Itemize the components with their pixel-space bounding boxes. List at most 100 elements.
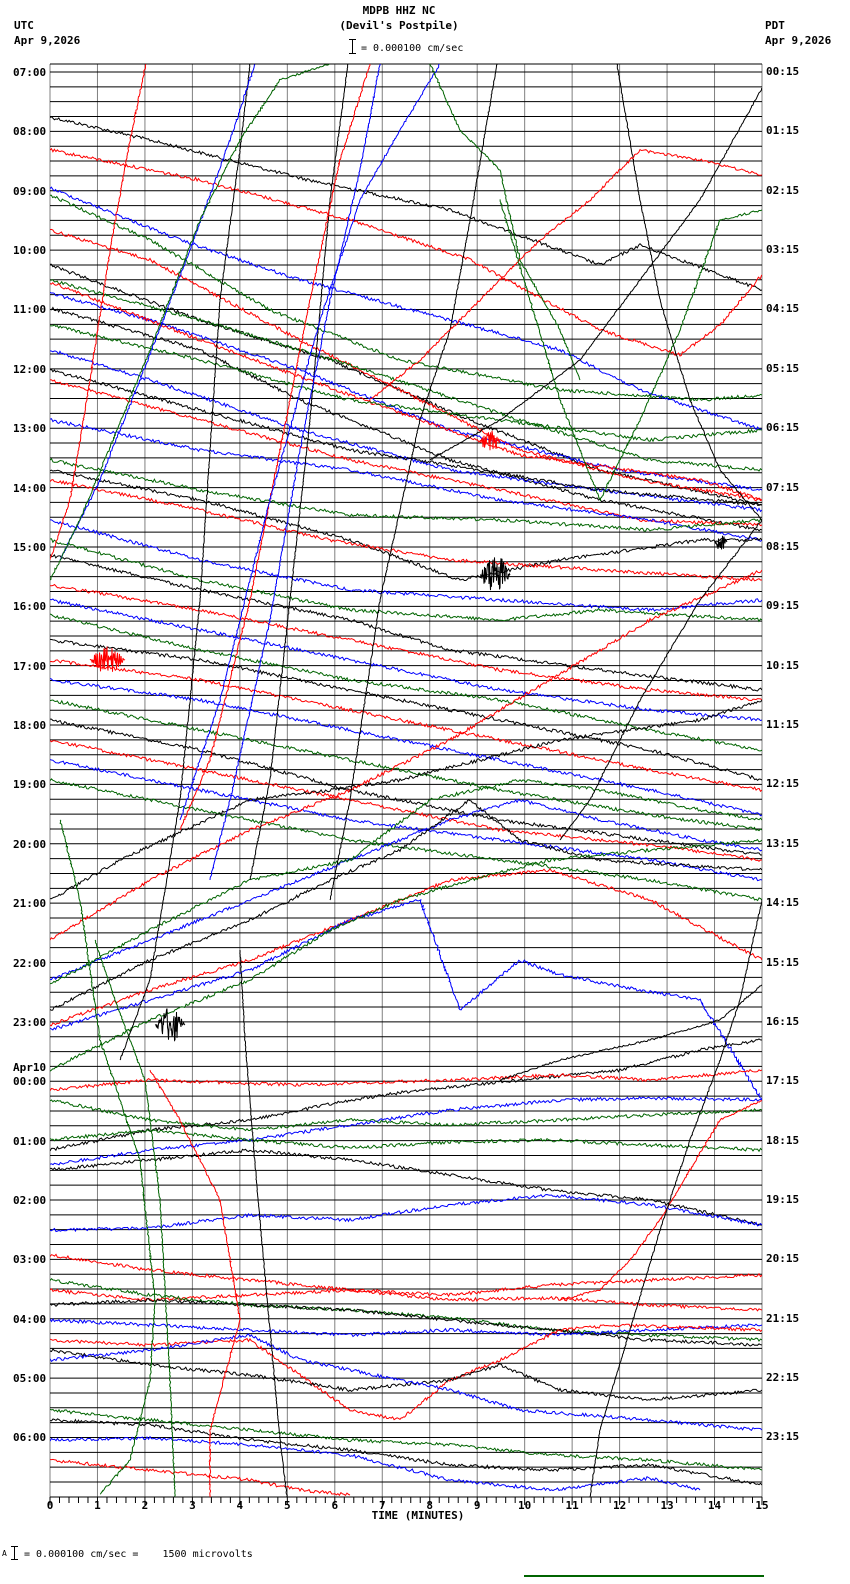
right-date: Apr 9,2026 bbox=[765, 34, 832, 47]
seismic-trace bbox=[50, 1277, 762, 1342]
x-tick-label: 8 bbox=[426, 1499, 434, 1512]
seismic-trace bbox=[59, 819, 156, 1495]
x-tick-label: 14 bbox=[707, 1499, 722, 1512]
pdt-hour-label: 16:15 bbox=[766, 1014, 800, 1028]
seismic-trace bbox=[50, 899, 762, 1100]
left-timezone: UTC bbox=[14, 19, 34, 32]
x-tick-label: 13 bbox=[660, 1499, 674, 1512]
utc-hour-label: 01:00 bbox=[13, 1134, 47, 1148]
utc-hour-label: 17:00 bbox=[13, 659, 47, 673]
seismic-trace bbox=[179, 64, 371, 831]
seismic-trace bbox=[50, 659, 762, 793]
seismic-trace bbox=[499, 199, 762, 502]
utc-hour-label: 03:00 bbox=[13, 1253, 47, 1267]
pdt-hour-label: 15:15 bbox=[766, 955, 800, 969]
utc-hour-label: 11:00 bbox=[13, 303, 47, 317]
seismic-trace bbox=[209, 64, 381, 881]
x-axis-title: TIME (MINUTES) bbox=[371, 1509, 465, 1522]
seismic-trace bbox=[94, 939, 176, 1497]
seismic-trace bbox=[429, 87, 762, 461]
pdt-hour-label: 03:15 bbox=[766, 243, 800, 257]
seismic-trace bbox=[369, 148, 762, 400]
seismic-trace bbox=[50, 279, 762, 472]
utc-hour-label: 12:00 bbox=[13, 362, 47, 376]
utc-hour-label: 13:00 bbox=[13, 422, 47, 436]
seismic-trace bbox=[50, 418, 762, 542]
utc-hour-label: 22:00 bbox=[13, 956, 47, 970]
seismic-trace bbox=[50, 1408, 762, 1471]
seismic-trace bbox=[50, 306, 762, 532]
pdt-hour-label: 23:15 bbox=[766, 1430, 800, 1444]
seismic-trace bbox=[50, 1418, 762, 1486]
seismic-trace bbox=[50, 116, 762, 291]
seismic-trace bbox=[50, 1193, 762, 1233]
seismic-trace bbox=[479, 430, 501, 451]
pdt-hour-label: 13:15 bbox=[766, 836, 800, 850]
seismic-trace bbox=[89, 646, 126, 672]
x-tick-label: 3 bbox=[189, 1499, 196, 1512]
seismic-trace bbox=[589, 899, 762, 1497]
seismic-trace bbox=[50, 799, 762, 1011]
seismic-trace bbox=[50, 64, 147, 561]
seismic-trace bbox=[50, 678, 762, 817]
pdt-hour-label: 18:15 bbox=[766, 1133, 800, 1147]
x-tick-label: 15 bbox=[755, 1499, 769, 1512]
pdt-hour-label: 12:15 bbox=[766, 777, 800, 791]
utc-hour-label: 15:00 bbox=[13, 540, 47, 554]
pdt-hour-label: 08:15 bbox=[766, 539, 800, 553]
seismic-trace bbox=[50, 718, 762, 856]
pdt-hour-label: 05:15 bbox=[766, 361, 800, 375]
utc-hour-label: 14:00 bbox=[13, 481, 47, 495]
seismic-trace bbox=[50, 838, 762, 1072]
station-title: MDPB HHZ NC bbox=[362, 4, 436, 17]
seismic-trace bbox=[50, 1288, 762, 1312]
utc-hour-label: 21:00 bbox=[13, 897, 47, 911]
seismic-trace bbox=[429, 64, 581, 381]
seismic-trace bbox=[50, 1095, 762, 1166]
seismic-trace bbox=[149, 1069, 241, 1497]
seismic-trace bbox=[50, 638, 762, 781]
footer-prefix: A bbox=[2, 1549, 7, 1558]
seismic-trace bbox=[50, 598, 762, 722]
seismic-trace bbox=[50, 194, 762, 402]
seismic-trace bbox=[154, 1008, 186, 1042]
seismic-trace bbox=[50, 457, 762, 532]
seismic-trace bbox=[500, 984, 762, 1081]
utc-hour-label: 20:00 bbox=[13, 837, 47, 851]
x-tick-label: 11 bbox=[565, 1499, 579, 1512]
x-tick-label: 1 bbox=[94, 1499, 101, 1512]
seismic-trace bbox=[50, 1333, 762, 1431]
seismic-trace bbox=[50, 1099, 762, 1132]
seismic-trace bbox=[50, 1458, 351, 1497]
seismic-trace bbox=[50, 798, 762, 981]
seismic-trace bbox=[50, 368, 762, 506]
seismic-trace bbox=[50, 479, 762, 582]
footer-green-line bbox=[524, 1575, 764, 1577]
utc-hour-label: 07:00 bbox=[13, 66, 47, 79]
seismic-trace bbox=[239, 949, 288, 1497]
seismic-trace bbox=[50, 64, 331, 581]
seismic-trace bbox=[50, 554, 762, 692]
seismic-trace bbox=[50, 699, 762, 832]
pdt-hour-label: 02:15 bbox=[766, 183, 800, 197]
left-date: Apr 9,2026 bbox=[14, 34, 81, 47]
seismic-trace bbox=[50, 379, 762, 527]
seismic-trace bbox=[50, 291, 762, 491]
seismic-trace bbox=[50, 228, 762, 502]
seismic-trace bbox=[50, 519, 762, 613]
utc-hour-label: 09:00 bbox=[13, 184, 47, 198]
pdt-hour-label: 09:15 bbox=[766, 599, 800, 613]
seismic-trace bbox=[249, 64, 349, 881]
seismic-trace bbox=[50, 147, 762, 357]
x-tick-label: 0 bbox=[46, 1499, 54, 1512]
pdt-hour-label: 14:15 bbox=[766, 896, 800, 910]
seismic-trace bbox=[119, 64, 251, 1061]
utc-hour-label: 23:00 bbox=[13, 1015, 47, 1029]
utc-hour-label: 02:00 bbox=[13, 1194, 47, 1207]
right-timezone: PDT bbox=[765, 19, 785, 32]
utc-hour-label: 10:00 bbox=[13, 244, 47, 258]
x-tick-label: 4 bbox=[236, 1499, 244, 1512]
utc-hour-label: 04:00 bbox=[13, 1312, 47, 1326]
seismic-trace bbox=[50, 699, 762, 900]
